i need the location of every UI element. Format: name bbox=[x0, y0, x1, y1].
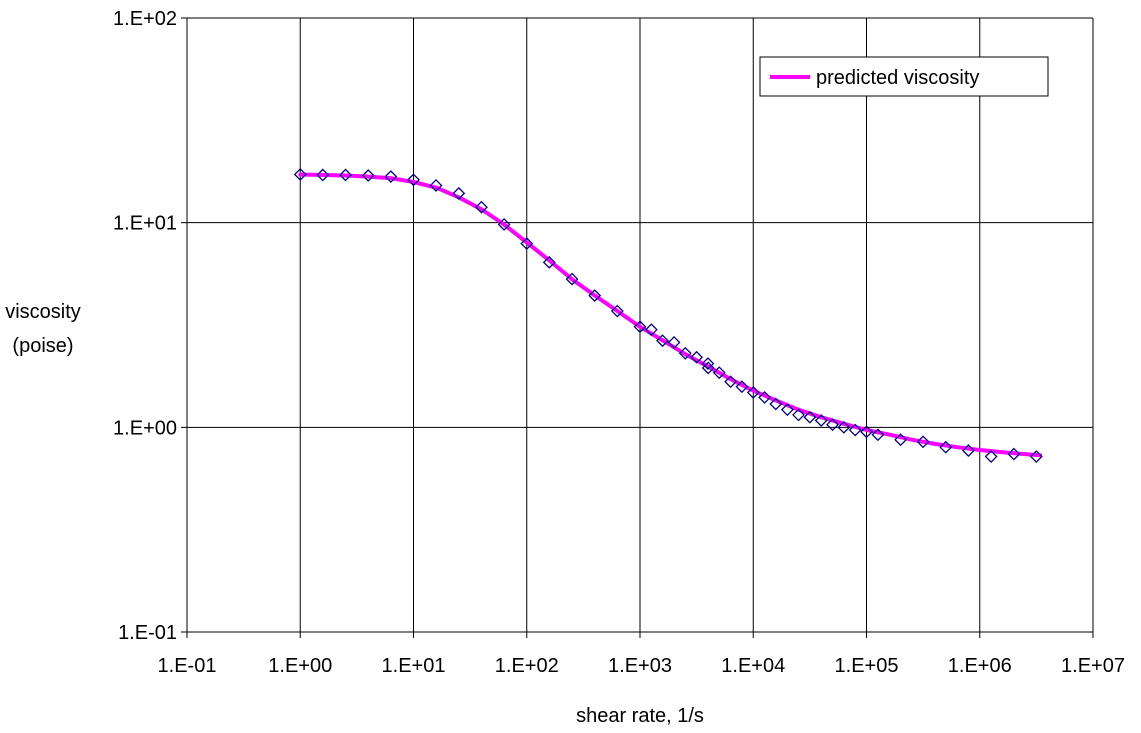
y-tick-label: 1.E+01 bbox=[113, 213, 177, 235]
x-tick-label: 1.E+04 bbox=[721, 655, 785, 677]
data-marker bbox=[916, 435, 930, 449]
x-tick-label: 1.E-01 bbox=[158, 655, 217, 677]
data-marker bbox=[780, 403, 794, 417]
data-marker bbox=[871, 428, 885, 442]
data-marker bbox=[678, 346, 692, 360]
x-tick-label: 1.E+05 bbox=[835, 655, 899, 677]
data-marker bbox=[361, 169, 375, 182]
data-marker bbox=[1029, 450, 1043, 463]
y-tick-label: 1.E-01 bbox=[118, 622, 177, 644]
data-marker bbox=[497, 218, 511, 231]
y-tick-label: 1.E+00 bbox=[113, 417, 177, 439]
data-marker bbox=[475, 200, 488, 214]
data-marker bbox=[724, 375, 738, 389]
data-marker bbox=[384, 170, 398, 183]
data-marker bbox=[701, 361, 715, 375]
data-marker bbox=[1007, 447, 1021, 461]
data-marker bbox=[758, 391, 772, 404]
data-marker bbox=[814, 414, 828, 427]
x-tick-labels: 1.E-01 1.E+00 1.E+01 1.E+02 1.E+03 1.E+04 1.E+… bbox=[158, 655, 1125, 677]
data-marker bbox=[860, 425, 873, 439]
x-tick-label: 1.E+06 bbox=[948, 655, 1012, 677]
data-marker bbox=[939, 440, 953, 454]
data-marker bbox=[656, 334, 669, 348]
y-tick-labels: 1.E-01 1.E+00 1.E+01 1.E+02 bbox=[113, 8, 177, 644]
data-marker bbox=[520, 237, 534, 251]
data-marker bbox=[565, 272, 579, 286]
data-marker bbox=[701, 357, 715, 370]
x-tick-label: 1.E+02 bbox=[495, 655, 559, 677]
data-marker bbox=[429, 179, 443, 192]
legend: predicted viscosity bbox=[759, 56, 1049, 97]
data-marker bbox=[407, 173, 420, 187]
data-marker bbox=[316, 168, 330, 182]
data-marker bbox=[452, 186, 466, 200]
data-marker bbox=[690, 350, 704, 364]
x-tick-label: 1.E+00 bbox=[268, 655, 332, 677]
y-tick-label: 1.E+02 bbox=[113, 8, 177, 30]
data-marker bbox=[894, 433, 908, 447]
data-marker bbox=[984, 450, 998, 463]
data-marker bbox=[803, 410, 817, 424]
data-marker bbox=[339, 168, 352, 182]
y-axis-label-line-2: (poise) bbox=[12, 335, 73, 357]
data-marker bbox=[644, 323, 658, 337]
data-marker bbox=[610, 304, 624, 318]
data-marker bbox=[735, 380, 749, 394]
y-axis-label-line-1: viscosity bbox=[5, 301, 81, 323]
x-tick-label: 1.E+01 bbox=[382, 655, 446, 677]
data-marker bbox=[712, 366, 726, 380]
x-tick-label: 1.E+07 bbox=[1061, 655, 1125, 677]
data-marker bbox=[633, 320, 647, 334]
data-marker bbox=[542, 255, 556, 269]
data-marker bbox=[769, 397, 783, 411]
axes bbox=[181, 17, 1094, 638]
series-line-group bbox=[298, 172, 1042, 458]
x-axis-label: shear rate, 1/s bbox=[576, 705, 704, 727]
x-tick-label: 1.E+03 bbox=[608, 655, 672, 677]
data-marker bbox=[837, 420, 851, 434]
data-marker bbox=[588, 289, 602, 303]
data-marker bbox=[293, 168, 307, 181]
legend-label-predicted-viscosity: predicted viscosity bbox=[816, 67, 979, 89]
data-marker bbox=[746, 386, 760, 399]
data-marker bbox=[667, 335, 681, 349]
data-marker bbox=[826, 418, 839, 432]
data-marker bbox=[961, 444, 975, 457]
data-marker bbox=[848, 423, 862, 437]
data-marker bbox=[792, 408, 805, 422]
series-markers-group bbox=[293, 168, 1043, 463]
predicted-viscosity-line bbox=[298, 172, 1042, 458]
